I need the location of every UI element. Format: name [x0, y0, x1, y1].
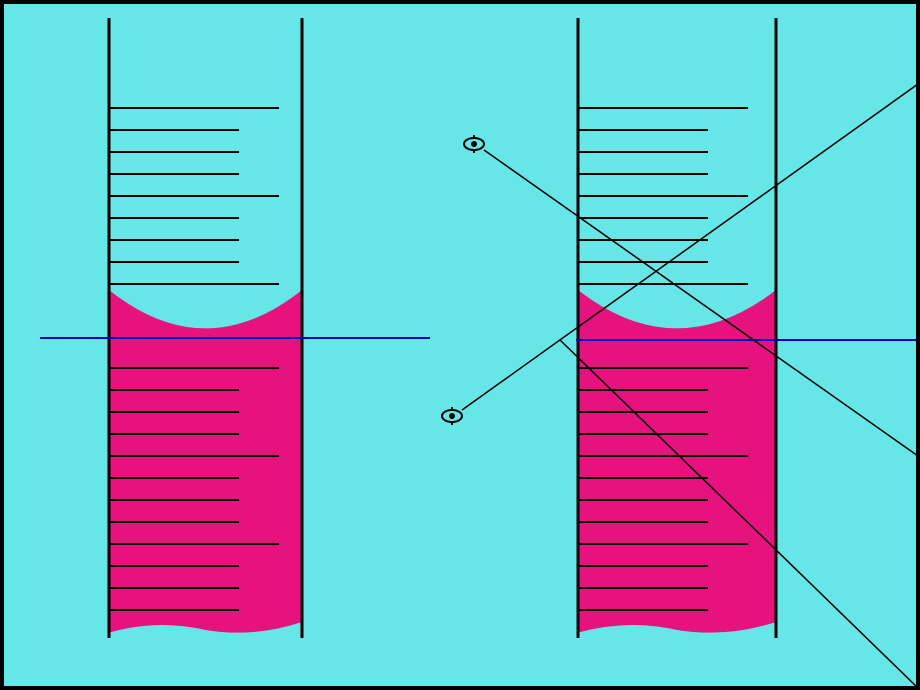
liquid [578, 290, 776, 633]
diagram-canvas [0, 0, 920, 690]
liquid [109, 290, 302, 633]
